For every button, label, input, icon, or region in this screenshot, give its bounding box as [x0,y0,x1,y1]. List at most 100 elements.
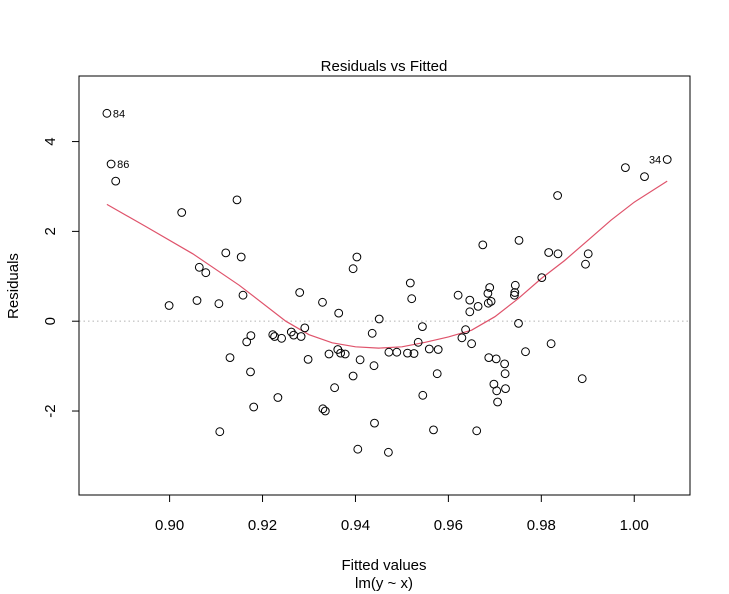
y-tick-label: 4 [42,137,59,145]
data-point [320,406,330,416]
y-tick-label: 0 [42,317,59,325]
data-point [577,374,587,384]
data-point [521,347,530,357]
point-label: 84 [113,108,125,120]
data-point [433,345,443,354]
data-point [553,249,563,259]
data-point [295,288,305,297]
data-point [424,344,434,354]
data-point [318,404,328,414]
data-point [537,273,547,283]
data-point [370,418,379,428]
data-point [336,348,346,358]
data-point [409,349,419,358]
data-point [546,339,556,349]
data-point [662,155,672,164]
data-point [238,290,248,300]
data-point [348,371,358,381]
data-point [164,301,174,310]
data-point [478,240,488,250]
data-point [236,252,246,262]
data-point [492,386,502,396]
data-point [501,384,510,394]
data-point [510,288,520,297]
data-point [111,176,121,186]
data-point [221,248,231,258]
data-point [500,369,510,379]
data-point [286,327,296,337]
data-point [453,290,463,300]
point-label: 34 [649,155,661,167]
data-point [483,289,493,298]
data-point [583,249,593,259]
data-point [215,427,225,437]
data-point [514,319,523,328]
x-tick-label: 0.92 [248,517,277,534]
data-point [461,325,471,335]
data-point [553,191,562,200]
data-point [201,268,211,278]
data-point [457,333,467,343]
data-point [384,447,393,457]
y-tick-label: 2 [42,227,59,235]
data-point [491,354,501,364]
data-point [214,299,224,309]
data-point [232,195,242,205]
x-tick-label: 0.96 [434,517,463,534]
chart-title: Residuals vs Fitted [321,58,448,75]
data-point [353,444,363,454]
data-point [106,159,116,169]
data-point [352,252,362,262]
data-point [405,278,415,288]
data-point [277,333,287,343]
data-point [330,383,340,393]
data-point [418,390,428,400]
x-tick-label: 0.98 [527,517,556,534]
data-point [374,314,384,324]
data-point [418,322,427,332]
smooth-trend-line [106,180,668,349]
data-point [485,283,495,292]
data-point [510,290,519,300]
data-point [621,163,630,173]
data-point [473,302,483,311]
data-point [472,426,482,436]
data-point [500,359,510,369]
y-axis-label: Residuals [5,253,22,319]
data-point [483,298,493,308]
data-point [514,236,524,245]
data-point [102,108,112,118]
data-point [268,330,278,340]
data-point [465,295,475,305]
data-point [296,332,306,341]
data-point [407,294,417,304]
y-tick-label: -2 [42,404,59,417]
data-point [318,297,327,307]
data-point [544,248,554,257]
data-point [246,331,256,341]
data-point [486,297,496,306]
data-point [340,349,350,359]
data-point [249,402,259,412]
data-point [413,337,423,347]
data-point [493,397,503,407]
data-point [242,337,252,347]
data-point [303,355,313,364]
x-tick-label: 0.94 [341,517,370,534]
data-point [581,259,590,269]
data-point [432,369,442,379]
data-point [194,262,204,272]
data-point [640,172,649,182]
point-label: 86 [117,159,129,171]
data-point [324,349,334,359]
data-point [300,323,310,333]
data-point [510,280,520,290]
x-tick-label: 1.00 [620,517,649,534]
data-point [177,208,187,217]
x-tick-label: 0.90 [155,517,184,534]
data-point [429,425,438,435]
data-point [334,308,344,318]
data-point [403,348,412,358]
